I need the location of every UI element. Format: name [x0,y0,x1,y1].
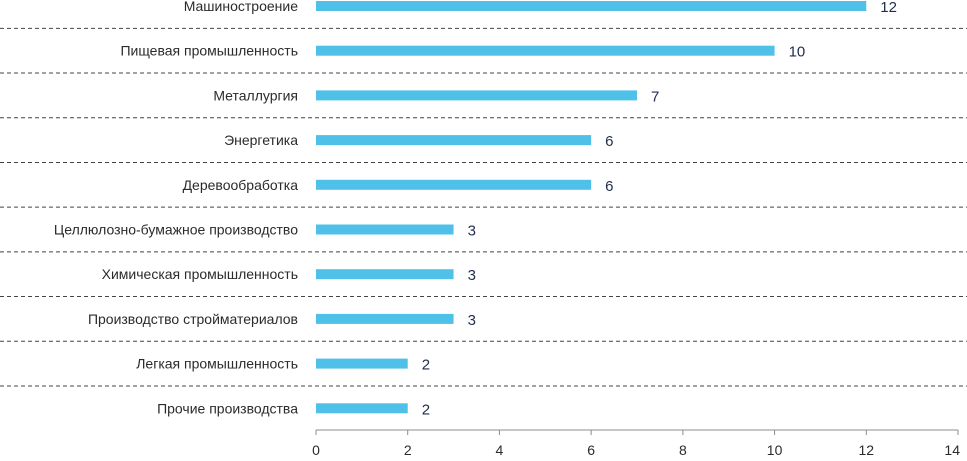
value-label: 12 [880,0,897,16]
value-label: 2 [422,401,430,418]
value-label: 6 [605,178,613,195]
category-label: Химическая промышленность [102,266,298,282]
bar [316,179,592,190]
bar [316,135,592,146]
value-labels: 12 10 7 6 6 3 3 3 2 2 [422,0,897,418]
x-tick-label: 0 [312,442,320,458]
x-tick-label: 4 [496,442,504,458]
category-label: Металлургия [213,87,298,103]
value-label: 3 [468,267,476,284]
category-label: Легкая промышленность [136,356,298,372]
bar [316,313,454,324]
bar [316,45,775,56]
bar [316,224,454,235]
x-tick-label: 6 [587,442,595,458]
value-label: 2 [422,357,430,374]
bars [316,1,867,414]
value-label: 10 [789,44,806,61]
x-axis: 0 2 4 6 8 10 12 14 [312,429,960,458]
category-label: Пищевая промышленность [120,43,298,59]
category-label: Энергетика [224,132,298,148]
value-label: 7 [651,88,659,105]
gridlines [0,27,967,387]
bar [316,358,408,369]
value-label: 3 [468,223,476,240]
x-tick-label: 8 [679,442,687,458]
x-tick-label: 10 [767,442,783,458]
x-tick-label: 12 [858,442,874,458]
category-label: Машиностроение [184,0,298,14]
bar [316,269,454,280]
value-label: 6 [605,133,613,150]
x-tick-label: 2 [404,442,412,458]
bar [316,1,867,11]
bar [316,90,637,101]
bar [316,403,408,414]
category-labels: Машиностроение Пищевая промышленность Мета… [54,0,298,416]
category-label: Целлюлозно-бумажное производство [54,222,298,238]
value-label: 3 [468,312,476,329]
category-label: Деревообработка [183,177,299,193]
category-label: Производство стройматериалов [88,311,298,327]
category-label: Прочие производства [157,400,298,416]
x-tick-label: 14 [944,442,960,458]
